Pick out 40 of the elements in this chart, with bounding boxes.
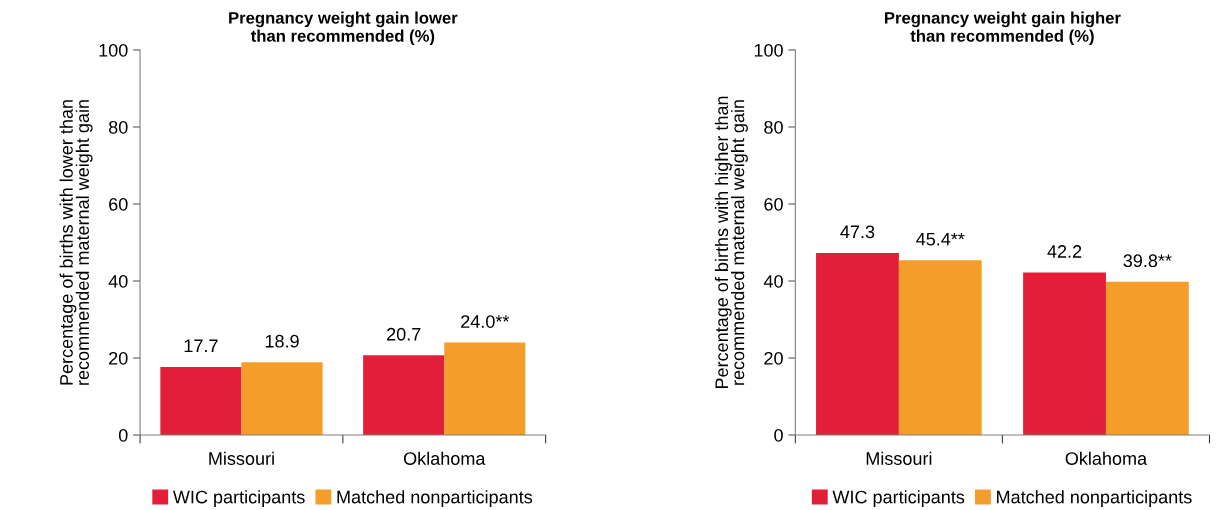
data-label: 17.7 (184, 339, 218, 353)
bar (241, 362, 323, 436)
x-tick-label: Oklahoma (1065, 451, 1148, 465)
y-tick-label: 40 (763, 274, 783, 288)
legend-label: WIC participants (172, 490, 305, 508)
chart-title: Pregnancy weight gain lower than recommended (%) (229, 11, 458, 46)
data-label: 45.4** (916, 232, 965, 246)
data-label: 18.9 (265, 334, 299, 348)
y-tick-label: 0 (118, 428, 128, 442)
y-tick-label: 100 (754, 43, 783, 57)
data-label: 39.8** (1123, 254, 1172, 268)
legend-label: Matched nonparticipants (997, 490, 1192, 508)
legend-label: Matched nonparticipants (337, 490, 533, 508)
x-tick-label: Oklahoma (403, 451, 486, 465)
y-tick-label: 0 (774, 428, 783, 442)
y-tick-label: 60 (764, 197, 783, 211)
bar (444, 342, 526, 436)
data-label: 47.3 (840, 225, 875, 239)
y-tick-label: 60 (109, 197, 128, 211)
data-label: 24.0** (461, 315, 510, 328)
chart-title: Pregnancy weight gain higher than recommended (%) (885, 11, 1121, 46)
data-label: 42.2 (1047, 245, 1082, 258)
bar (363, 355, 445, 436)
x-tick-label: Missouri (866, 451, 932, 465)
y-tick-label: 20 (764, 351, 783, 365)
bar (898, 260, 982, 436)
y-tick-label: 100 (99, 43, 128, 57)
y-tick-label: 80 (108, 120, 128, 134)
bar (816, 252, 899, 436)
y-tick-label: 40 (108, 274, 128, 288)
y-tick-label: 80 (764, 120, 783, 134)
y-axis-title: Percentage of births with lower than recommended maternal weight gain (59, 100, 93, 385)
bar (1023, 272, 1106, 436)
x-tick-label: Missouri (209, 451, 274, 465)
y-tick-label: 20 (109, 351, 128, 365)
bar (160, 366, 242, 436)
bar (1105, 281, 1189, 436)
y-axis-title: Percentage of births with higher than recommended maternal weight gain (714, 96, 748, 389)
legend-label: WIC participants (832, 490, 965, 508)
data-label: 20.7 (387, 327, 421, 341)
